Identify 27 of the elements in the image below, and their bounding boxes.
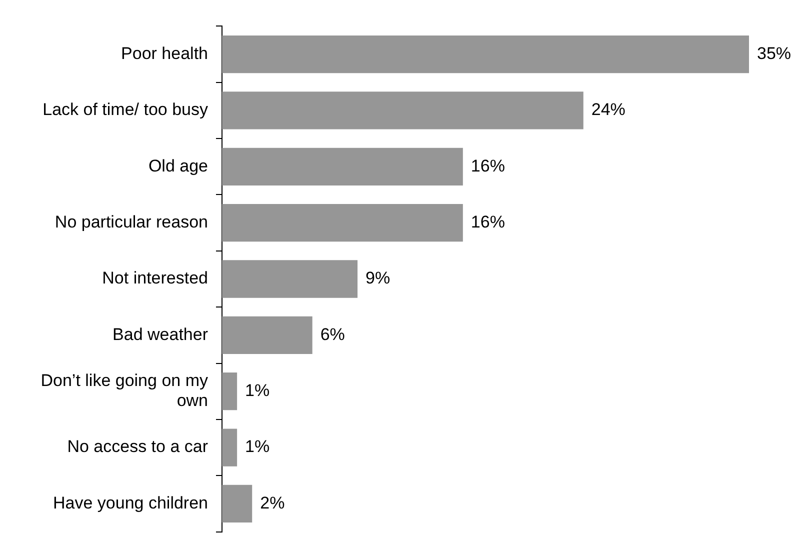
y-tick-label: No particular reason: [54, 212, 208, 232]
y-tick-label: No access to a car: [67, 437, 208, 456]
bar: [222, 428, 238, 466]
bar: [222, 484, 252, 523]
data-label: 35%: [757, 44, 792, 63]
data-label: 9%: [366, 268, 390, 288]
y-tick-label: Old age: [148, 156, 208, 176]
y-tick-label: Lack of time/ too busy: [42, 100, 208, 120]
bar: [222, 316, 312, 354]
y-tick-label: Bad weather: [112, 324, 208, 344]
y-tick-label: Don’t like going on my own: [40, 370, 208, 410]
bar: [222, 372, 238, 410]
data-label: 1%: [245, 381, 270, 400]
y-tick-label: Have young children: [53, 493, 208, 512]
data-label: 16%: [470, 212, 505, 232]
data-label: 24%: [591, 100, 626, 120]
data-label: 6%: [320, 324, 345, 344]
bar: [222, 260, 358, 298]
bar: [222, 92, 584, 130]
data-label: 1%: [245, 437, 270, 456]
data-label: 2%: [260, 493, 285, 512]
bar: [222, 148, 463, 186]
bar: [222, 204, 463, 242]
data-label: 16%: [470, 156, 505, 176]
bar: [222, 35, 749, 74]
y-tick-label: Not interested: [102, 268, 208, 288]
y-tick-label: Poor health: [121, 44, 208, 63]
